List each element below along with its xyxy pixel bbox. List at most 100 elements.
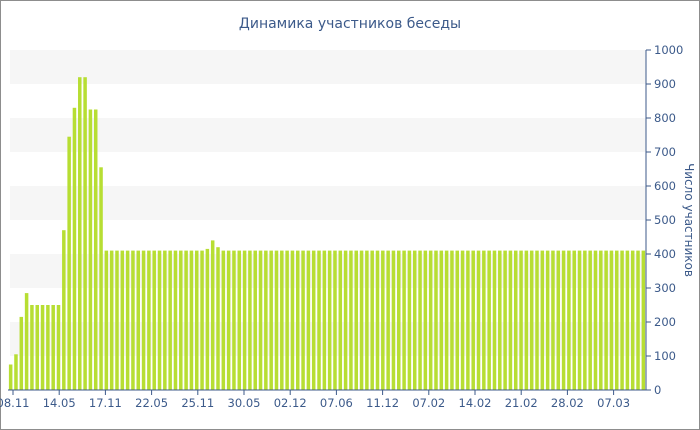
bar [503, 250, 507, 390]
grid-band [10, 186, 646, 220]
bar [482, 250, 486, 390]
bar [444, 250, 449, 390]
bar [120, 250, 125, 390]
chart-title: Динамика участников беседы [239, 16, 461, 32]
bar [551, 250, 555, 390]
y-tick-label: 600 [654, 179, 676, 193]
bar [93, 109, 98, 390]
bar [535, 250, 539, 390]
bar [428, 250, 433, 390]
bar [439, 250, 444, 390]
bar [51, 305, 55, 390]
bar [8, 364, 13, 390]
bar [561, 250, 566, 390]
x-tick-label: 14.02 [459, 396, 492, 410]
bar [152, 250, 156, 390]
bar [194, 250, 199, 390]
bar [125, 250, 130, 390]
bar [402, 250, 406, 390]
bar [205, 248, 210, 390]
bar [545, 250, 550, 390]
bar [354, 250, 358, 390]
bar [35, 305, 39, 390]
x-tick-label: 25.11 [181, 396, 214, 410]
bar [487, 250, 491, 390]
x-tick-label: 28.02 [551, 396, 584, 410]
bar [391, 250, 396, 390]
y-tick-label: 500 [654, 213, 676, 227]
bar [498, 250, 502, 390]
bar [365, 250, 369, 390]
y-tick-label: 300 [654, 281, 676, 295]
bar [88, 109, 93, 390]
bar [62, 230, 66, 390]
bar [301, 250, 305, 390]
bar [56, 305, 61, 390]
bar [625, 250, 630, 390]
bar [333, 250, 337, 390]
bar [237, 250, 242, 390]
y-tick-label: 100 [654, 349, 676, 363]
bar [216, 247, 220, 390]
bar [572, 250, 576, 390]
axes: 0 100 200 300 400 500 600 700 800 900 1000 08.11 14.… [0, 43, 683, 410]
bar [434, 250, 438, 390]
x-tick-label: 07.02 [412, 396, 445, 410]
bar [471, 250, 475, 390]
y-tick-label: 800 [654, 111, 676, 125]
bar [285, 250, 289, 390]
bars [8, 77, 646, 391]
bar [115, 250, 119, 390]
bar [386, 250, 390, 390]
bar [72, 107, 77, 391]
bar [620, 250, 624, 390]
bar [311, 250, 316, 390]
bar [466, 250, 470, 390]
bar [519, 250, 523, 390]
bar [30, 305, 34, 390]
bar [290, 250, 295, 390]
bar [280, 250, 284, 390]
bar [540, 250, 545, 390]
bar [200, 250, 204, 390]
bar [604, 250, 608, 390]
bar [529, 250, 534, 390]
bar [583, 250, 587, 390]
y-tick-label: 900 [654, 77, 676, 91]
bar [248, 250, 252, 390]
y-axis-label: Число участников [682, 163, 696, 277]
bar [141, 250, 146, 390]
bar [109, 250, 114, 390]
bar [253, 250, 257, 390]
x-tick-label: 21.02 [505, 396, 538, 410]
bar [258, 250, 263, 390]
bar [173, 250, 178, 390]
bar [327, 250, 332, 390]
bar [46, 305, 50, 390]
bar [147, 250, 151, 390]
bar [24, 293, 29, 390]
x-tick-label: 02.12 [274, 396, 307, 410]
bar [615, 250, 619, 390]
bar [630, 250, 635, 390]
bar [407, 250, 412, 390]
x-tick-label: 07.03 [597, 396, 630, 410]
bar [189, 250, 194, 390]
bar [317, 250, 321, 390]
bar [609, 250, 614, 390]
bar [397, 250, 401, 390]
bar [14, 354, 18, 390]
bar [232, 250, 236, 390]
bar [78, 77, 82, 390]
bar [588, 250, 592, 390]
bar [567, 250, 571, 390]
bar [370, 250, 374, 390]
grid-band [10, 118, 646, 152]
x-tick-label: 14.05 [43, 396, 76, 410]
bar [179, 250, 183, 390]
bar [226, 250, 231, 390]
bar [242, 250, 247, 390]
bar [104, 250, 109, 390]
bar [99, 167, 103, 390]
x-tick-label: 17.11 [89, 396, 122, 410]
